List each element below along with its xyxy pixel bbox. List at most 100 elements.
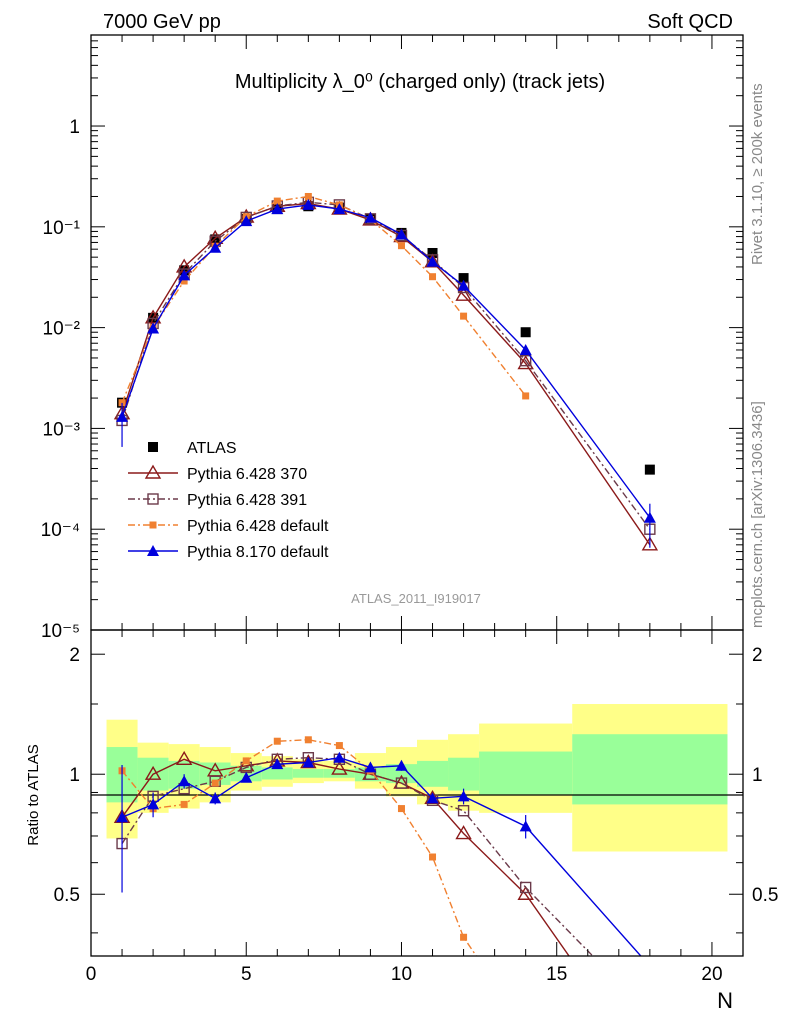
- uncertainty-band-inner: [417, 760, 449, 787]
- data-point: [333, 203, 346, 215]
- x-tick-label: 5: [241, 964, 252, 985]
- uncertainty-band-inner: [385, 764, 417, 784]
- data-point: [641, 536, 659, 551]
- header-left: 7000 GeV pp: [103, 11, 221, 33]
- data-point: [240, 215, 253, 227]
- header-right: Soft QCD: [647, 11, 733, 33]
- ratio-point: [331, 760, 348, 775]
- legend-marker: [149, 521, 157, 529]
- data-point: [458, 273, 469, 284]
- data-point: [460, 312, 468, 320]
- data-point: [397, 242, 405, 250]
- y-tick-label: 10⁻³: [43, 419, 81, 440]
- ratio-point: [304, 736, 312, 744]
- ratio-ylabel: Ratio to ATLAS: [25, 744, 42, 845]
- data-point: [302, 198, 315, 210]
- data-point: [429, 273, 437, 281]
- ratio-point: [302, 756, 315, 768]
- data-point: [426, 255, 439, 267]
- data-point: [520, 327, 531, 338]
- uncertainty-band-inner: [572, 734, 728, 805]
- x-axis-label: N: [717, 988, 733, 1013]
- ratio-y-tick-label-right: 1: [752, 765, 763, 786]
- data-point: [522, 392, 530, 400]
- main-axes: 1 10⁻¹ 10⁻² 10⁻³ 10⁻⁴ 10⁻⁵: [41, 34, 744, 642]
- ratio-y-tick-label: 2: [69, 645, 80, 666]
- main-frame: [90, 34, 744, 631]
- data-point: [517, 355, 534, 370]
- ratio-point: [426, 792, 439, 804]
- uncertainty-band-inner: [292, 769, 324, 778]
- legend-marker: [144, 464, 162, 479]
- data-point: [273, 197, 281, 205]
- legend: ATLAS Pythia 6.428 370 Pythia 6.428 391 Pyt…: [128, 440, 329, 561]
- legend-marker: [147, 493, 159, 505]
- data-point: [519, 354, 532, 367]
- y-tick-label: 1: [69, 117, 80, 138]
- x-tick-label: 20: [701, 964, 722, 985]
- ratio-point: [455, 825, 472, 840]
- ratio-point: [460, 933, 468, 941]
- ratio-point: [457, 805, 470, 817]
- data-point: [304, 192, 312, 200]
- series-line: [121, 204, 651, 519]
- legend-label: ATLAS: [187, 440, 237, 457]
- ratio-y-tick-label: 0.5: [54, 885, 80, 906]
- data-point: [210, 234, 221, 245]
- ratio-point: [517, 885, 534, 900]
- x-tick-label: 15: [546, 964, 567, 985]
- legend-label: Pythia 6.428 391: [187, 492, 307, 509]
- ratio-point: [335, 742, 343, 750]
- x-tick-label: 0: [86, 964, 97, 985]
- uncertainty-band-inner: [261, 767, 293, 780]
- uncertainty-band-inner: [479, 751, 573, 795]
- ratio-point: [273, 737, 281, 745]
- data-point: [271, 203, 284, 215]
- legend-label: Pythia 6.428 370: [187, 466, 307, 483]
- data-point: [118, 399, 126, 407]
- data-point: [209, 241, 222, 253]
- ratio-point: [397, 805, 405, 813]
- y-tick-label: 10⁻⁵: [41, 621, 80, 642]
- ratio-series: [113, 736, 642, 956]
- data-point: [147, 322, 160, 334]
- ratio-frame: [90, 629, 744, 957]
- ratio-point: [395, 777, 408, 789]
- ratio-y-tick-label: 1: [69, 765, 80, 786]
- ratio-y-tick-label-right: 0.5: [752, 885, 778, 906]
- rivet-note: Rivet 3.1.10, ≥ 200k events: [749, 83, 766, 265]
- ratio-bands: [106, 704, 728, 852]
- ratio-axes: 0.5 0.51 12 20 5 10 15 20: [54, 630, 778, 985]
- ratio-point: [242, 757, 250, 765]
- legend-marker: [147, 545, 159, 556]
- ratio-panel: 0.5 0.51 12 20 5 10 15 20 Ratio to ATLAS N: [25, 629, 778, 1013]
- data-point: [180, 277, 188, 285]
- ratio-point: [180, 800, 188, 808]
- ratio-point: [144, 765, 162, 780]
- x-tick-label: 10: [391, 964, 412, 985]
- y-tick-label: 10⁻⁴: [41, 520, 80, 541]
- legend-marker: [148, 442, 158, 452]
- ratio-point: [333, 751, 346, 763]
- ratio-point: [519, 881, 532, 894]
- mcplots-note: mcplots.cern.ch [arXiv:1306.3436]: [749, 401, 766, 628]
- data-point: [455, 286, 472, 301]
- data-point: [519, 343, 532, 355]
- main-title: Multiplicity λ_0⁰ (charged only) (track …: [235, 71, 605, 93]
- ratio-point: [238, 757, 255, 772]
- ratio-line: [121, 757, 642, 956]
- ratio-y-tick-label-right: 2: [752, 645, 763, 666]
- ratio-point: [271, 758, 284, 770]
- main-panel: ATLAS Pythia 6.428 370 Pythia 6.428 391 Pyt…: [41, 34, 744, 642]
- y-tick-label: 10⁻¹: [43, 218, 81, 239]
- data-point: [364, 211, 377, 223]
- data-point: [395, 228, 408, 240]
- data-point: [644, 464, 655, 475]
- y-tick-label: 10⁻²: [43, 319, 81, 340]
- legend-label: Pythia 6.428 default: [187, 518, 329, 535]
- data-point: [427, 247, 438, 258]
- ratio-point: [240, 771, 253, 783]
- data-point: [178, 269, 191, 281]
- ratio-series-group: [113, 736, 642, 956]
